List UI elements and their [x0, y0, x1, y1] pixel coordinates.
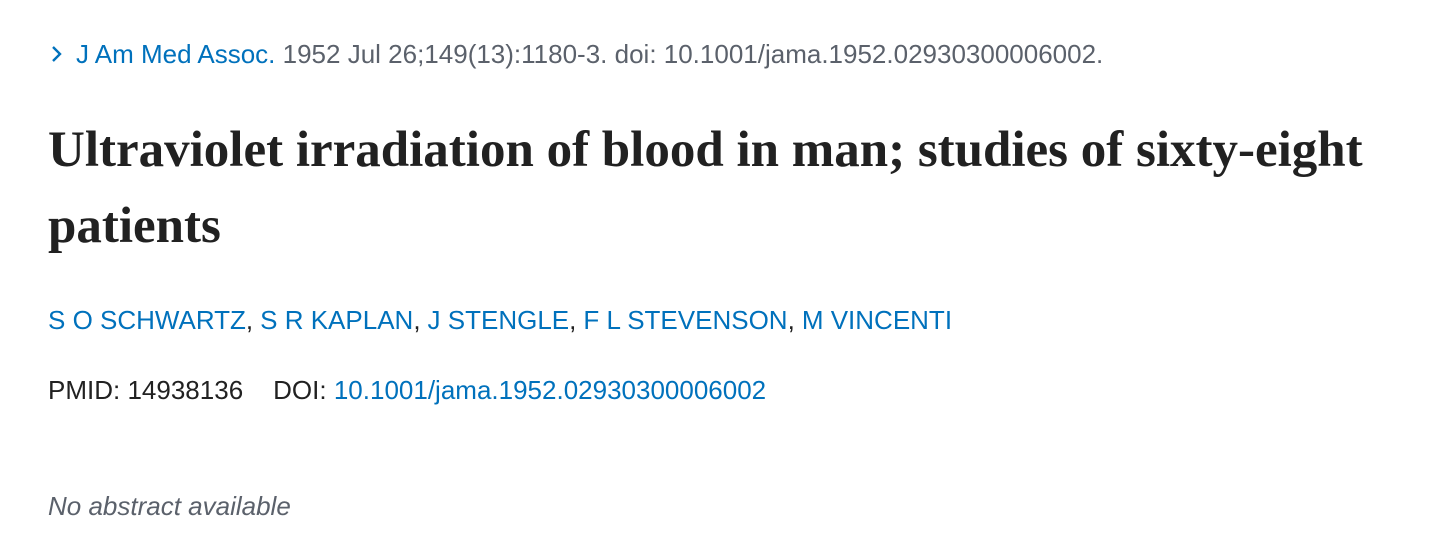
citation-details: 1952 Jul 26;149(13):1180-3. doi: 10.1001…	[282, 39, 1104, 69]
citation: J Am Med Assoc. 1952 Jul 26;149(13):1180…	[48, 38, 1103, 70]
author-separator: ,	[413, 305, 421, 335]
author-separator: ,	[787, 305, 795, 335]
author-link[interactable]: J STENGLE	[427, 305, 570, 335]
author-link[interactable]: M VINCENTI	[801, 305, 953, 335]
abstract-note: No abstract available	[48, 491, 291, 521]
pmid: 14938136	[127, 375, 244, 405]
chevron-icon	[52, 46, 62, 62]
author-link[interactable]: F L STEVENSON	[583, 305, 788, 335]
identifiers: PMID: 14938136 DOI: 10.1001/jama.1952.029…	[48, 374, 766, 406]
doi-link[interactable]: 10.1001/jama.1952.02930300006002	[333, 375, 767, 405]
journal-link[interactable]: J Am Med Assoc.	[76, 39, 276, 69]
author-link[interactable]: S O SCHWARTZ	[48, 305, 246, 335]
doi-label: DOI:	[273, 375, 327, 405]
article-title: Ultraviolet irradiation of blood in man;…	[48, 122, 1363, 254]
author-separator: ,	[245, 305, 254, 335]
author-link[interactable]: S R KAPLAN	[260, 305, 414, 335]
author-list: S O SCHWARTZ, S R KAPLAN, J STENGLE, F L ST…	[48, 304, 952, 336]
pmid-label: PMID:	[48, 375, 121, 405]
author-separator: ,	[569, 305, 577, 335]
